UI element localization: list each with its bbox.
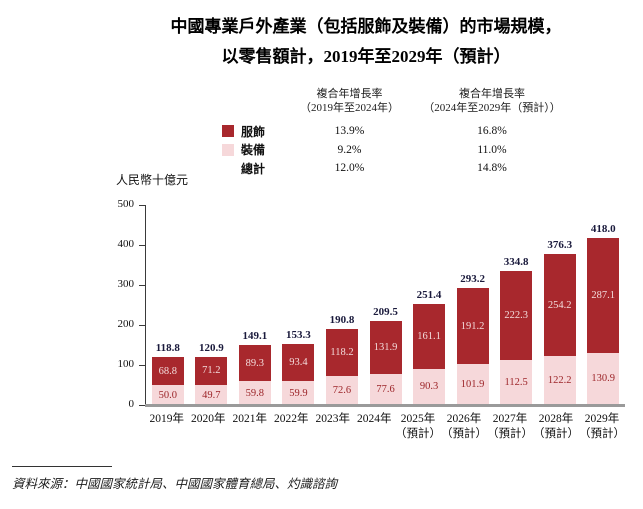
bar-total-label: 376.3 bbox=[547, 239, 573, 252]
bar-segment-apparel: 287.1 bbox=[587, 237, 620, 353]
bar-total-label: 190.8 bbox=[329, 313, 355, 326]
bar-segment-apparel: 68.8 bbox=[151, 357, 184, 385]
equipment-legend-swatch bbox=[222, 143, 234, 156]
bar-segment-equipment: 112.5 bbox=[500, 360, 533, 405]
x-axis-label: 2024年 bbox=[357, 413, 392, 425]
bar-group: 149.1 89.3 59.8 bbox=[233, 205, 277, 405]
plot-area: 0 100 200 300 400 500 118.8 68.8 50.0 120.9 71.2 4… bbox=[118, 198, 625, 410]
x-axis-label: 2022年 bbox=[274, 413, 309, 425]
bar-total-label: 251.4 bbox=[416, 289, 442, 302]
bar-group: 418.0 287.1 130.9 bbox=[581, 205, 625, 405]
bar-segment-equipment: 49.7 bbox=[195, 385, 228, 405]
bar-segment-apparel: 191.2 bbox=[456, 287, 489, 365]
bar-group: 293.2 191.2 101.9 bbox=[451, 205, 495, 405]
source-divider bbox=[12, 466, 112, 467]
bar-segment-apparel: 254.2 bbox=[543, 254, 576, 357]
y-tick-label: 200 bbox=[117, 318, 135, 330]
x-axis-label: 2029年 （預計） bbox=[579, 413, 625, 440]
cagr-col2-header: 複合年增長率 （2024年至2029年（預計）） bbox=[423, 88, 561, 114]
bar-segment-equipment: 130.9 bbox=[587, 352, 620, 405]
bar-segment-equipment: 101.9 bbox=[456, 364, 489, 405]
y-tick-label: 400 bbox=[117, 238, 135, 250]
y-tick-mark bbox=[139, 324, 145, 326]
x-axis-label: 2023年 bbox=[315, 413, 351, 425]
x-axis-labels: 2019年 2020年 2021年 2022年 2023年 2024年 2025年 （預計） 2… bbox=[146, 412, 626, 441]
y-tick-mark bbox=[139, 364, 145, 366]
bar-segment-apparel: 93.4 bbox=[282, 343, 315, 382]
apparel-legend-swatch bbox=[222, 125, 234, 138]
bar-total-label: 118.8 bbox=[155, 342, 180, 355]
x-axis-label: 2025年 （預計） bbox=[395, 413, 441, 440]
cagr-col1-header: 複合年增長率 （2019年至2024年） bbox=[300, 88, 399, 114]
chart-title-line2: 以零售額計，2019年至2029年（預計） bbox=[221, 47, 511, 66]
y-axis-line bbox=[145, 205, 146, 405]
bar-segment-apparel: 222.3 bbox=[500, 271, 533, 360]
y-tick-label: 500 bbox=[117, 198, 135, 210]
equipment-cagr-2019-2024: 9.2% bbox=[337, 143, 362, 156]
x-axis-label: 2028年 （預計） bbox=[533, 413, 579, 440]
bar-segment-apparel: 131.9 bbox=[369, 321, 402, 374]
y-tick-mark bbox=[139, 284, 145, 286]
y-tick-label: 0 bbox=[128, 398, 135, 410]
chart-title-line1: 中國專業戶外產業（包括服飾及裝備）的市場規模， bbox=[170, 17, 562, 36]
x-axis-label: 2021年 bbox=[232, 413, 268, 425]
bar-segment-equipment: 72.6 bbox=[325, 375, 358, 405]
bar-group: 153.3 93.4 59.9 bbox=[277, 205, 321, 405]
bar-segment-equipment: 59.9 bbox=[282, 381, 315, 405]
bar-segment-apparel: 118.2 bbox=[325, 328, 358, 376]
bar-total-label: 334.8 bbox=[503, 256, 529, 269]
bar-group: 190.8 118.2 72.6 bbox=[320, 205, 364, 405]
x-axis-label: 2027年 （預計） bbox=[487, 413, 533, 440]
bar-group: 120.9 71.2 49.7 bbox=[190, 205, 234, 405]
x-axis-label: 2026年 （預計） bbox=[441, 413, 487, 440]
y-tick-label: 100 bbox=[117, 358, 135, 370]
bar-group: 118.8 68.8 50.0 bbox=[146, 205, 190, 405]
bar-total-label: 293.2 bbox=[460, 272, 485, 285]
x-axis-line bbox=[145, 404, 625, 407]
legend-item-apparel: 服飾 bbox=[222, 122, 282, 141]
x-axis-label: 2020年 bbox=[191, 413, 226, 425]
apparel-cagr-2019-2024: 13.9% bbox=[334, 125, 365, 138]
y-tick-label: 300 bbox=[117, 278, 135, 290]
bar-segment-apparel: 161.1 bbox=[413, 304, 446, 369]
bar-segment-equipment: 59.8 bbox=[238, 381, 271, 405]
bar-group: 334.8 222.3 112.5 bbox=[494, 205, 538, 405]
y-tick-mark bbox=[139, 204, 145, 206]
total-cagr-2024-2029: 14.8% bbox=[477, 162, 507, 175]
y-tick-mark bbox=[139, 244, 145, 246]
legend-label: 總計 bbox=[241, 161, 266, 176]
legend-label: 裝備 bbox=[241, 143, 266, 158]
bar-total-label: 418.0 bbox=[590, 222, 616, 235]
legend-item-total: 總計 bbox=[222, 159, 282, 178]
cagr-legend-table: 複合年增長率 （2019年至2024年） 複合年增長率 （2024年至2029年… bbox=[222, 88, 567, 178]
bar-segment-equipment: 90.3 bbox=[413, 368, 446, 405]
y-tick-mark bbox=[139, 404, 145, 406]
bar-total-label: 120.9 bbox=[198, 341, 224, 354]
y-axis-unit-label: 人民幣十億元 bbox=[116, 173, 189, 187]
bars-row: 118.8 68.8 50.0 120.9 71.2 49.7 149.1 89.3 59.8 1… bbox=[146, 205, 625, 405]
bar-segment-apparel: 89.3 bbox=[238, 345, 271, 382]
legend-item-equipment: 裝備 bbox=[222, 141, 282, 160]
bar-group: 376.3 254.2 122.2 bbox=[538, 205, 582, 405]
bar-segment-equipment: 50.0 bbox=[151, 385, 184, 405]
bar-segment-equipment: 122.2 bbox=[543, 356, 576, 405]
bar-total-label: 209.5 bbox=[373, 306, 398, 319]
total-cagr-2019-2024: 12.0% bbox=[334, 162, 365, 175]
x-axis-label: 2019年 bbox=[149, 413, 185, 425]
bar-group: 209.5 131.9 77.6 bbox=[364, 205, 408, 405]
bar-segment-equipment: 77.6 bbox=[369, 373, 402, 405]
equipment-cagr-2024-2029: 11.0% bbox=[477, 143, 507, 156]
apparel-cagr-2024-2029: 16.8% bbox=[477, 125, 507, 138]
legend-label: 服飾 bbox=[241, 124, 266, 139]
chart-title: 中國專業戶外產業（包括服飾及裝備）的市場規模， 以零售額計，2019年至2029… bbox=[92, 12, 640, 72]
bar-total-label: 149.1 bbox=[242, 330, 268, 343]
source-note: 資料來源：中國國家統計局、中國國家體育總局、灼識諮詢 bbox=[12, 477, 338, 491]
bar-segment-apparel: 71.2 bbox=[195, 356, 228, 386]
bar-group: 251.4 161.1 90.3 bbox=[407, 205, 451, 405]
bar-total-label: 153.3 bbox=[286, 328, 311, 341]
